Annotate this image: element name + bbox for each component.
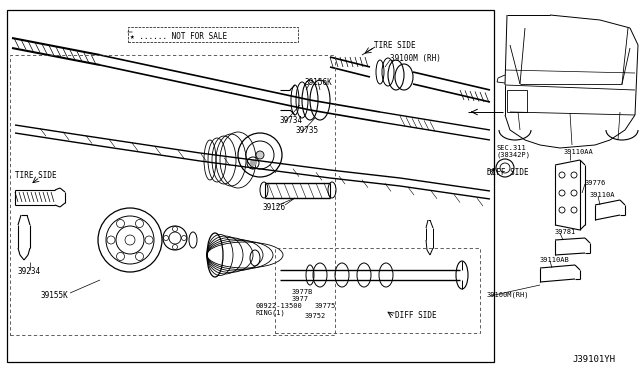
Text: J39101YH: J39101YH: [572, 356, 615, 365]
Text: 39110AA: 39110AA: [564, 149, 594, 155]
Bar: [275, 248, 480, 333]
Ellipse shape: [250, 160, 256, 166]
Text: ★ ...... NOT FOR SALE: ★ ...... NOT FOR SALE: [130, 32, 227, 41]
Text: 3977: 3977: [292, 296, 309, 302]
Text: 39155K: 39155K: [40, 291, 68, 299]
Bar: [128, 27, 298, 42]
Text: 39156K: 39156K: [305, 77, 333, 87]
Bar: [10, 55, 335, 335]
Ellipse shape: [256, 151, 264, 159]
Text: (38342P): (38342P): [497, 152, 531, 158]
Text: RING(1): RING(1): [255, 310, 285, 316]
Text: TIRE SIDE: TIRE SIDE: [15, 170, 56, 180]
Text: 39110AB: 39110AB: [540, 257, 570, 263]
Text: 39100M(RH): 39100M(RH): [487, 292, 529, 298]
Text: 39126: 39126: [263, 202, 286, 212]
Text: 39110A: 39110A: [590, 192, 616, 198]
Text: SEC.311: SEC.311: [497, 145, 527, 151]
Text: 3977B: 3977B: [292, 289, 313, 295]
Text: 39735: 39735: [296, 125, 319, 135]
Text: 39752: 39752: [305, 313, 326, 319]
Text: 39234: 39234: [17, 267, 40, 276]
Bar: [507, 90, 527, 112]
Text: 39775: 39775: [315, 303, 336, 309]
Text: 39100M (RH): 39100M (RH): [390, 54, 441, 62]
Text: 00922-13500: 00922-13500: [255, 303, 301, 309]
Text: DIFF SIDE: DIFF SIDE: [395, 311, 436, 320]
Text: 39781: 39781: [555, 229, 576, 235]
Text: DIFF SIDE: DIFF SIDE: [487, 167, 529, 176]
Text: TIRE SIDE: TIRE SIDE: [374, 41, 415, 49]
Text: 39734: 39734: [280, 115, 303, 125]
Bar: [7, 10, 494, 362]
Text: 39776: 39776: [585, 180, 606, 186]
